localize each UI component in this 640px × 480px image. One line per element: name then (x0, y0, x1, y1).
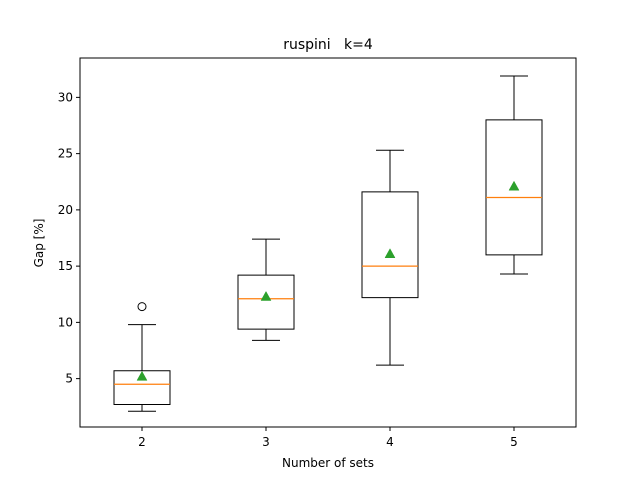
box-group-2 (113, 302, 171, 412)
y-tick-label: 20 (58, 203, 73, 217)
box-iqr (361, 191, 419, 299)
y-tick-label: 30 (58, 90, 73, 104)
x-tick-label: 2 (138, 435, 146, 449)
mean-marker (508, 180, 520, 191)
y-tick-label: 5 (65, 372, 73, 386)
box-iqr (237, 274, 295, 330)
x-tick-label: 5 (510, 435, 518, 449)
plot-frame (79, 57, 577, 428)
x-tick-label: 3 (262, 435, 270, 449)
y-axis-label: Gap [%] (32, 219, 46, 268)
outlier-point (137, 302, 147, 312)
x-axis-label: Number of sets (282, 456, 374, 470)
mean-marker (384, 248, 396, 258)
box-group-5 (485, 75, 543, 275)
chart-title: ruspini k=4 (283, 37, 373, 53)
plot-area: 5 10 15 20 25 30 2 3 4 5 (58, 57, 577, 449)
box-iqr (113, 370, 171, 405)
mean-marker (260, 290, 272, 301)
y-tick-label: 15 (58, 259, 73, 273)
box-group-3 (237, 238, 295, 341)
box-iqr (485, 119, 543, 256)
y-tick-label: 10 (58, 315, 73, 329)
x-tick-label: 4 (386, 435, 394, 449)
mean-marker (136, 370, 148, 381)
box-group-4 (361, 149, 419, 366)
y-tick-label: 25 (58, 147, 73, 161)
